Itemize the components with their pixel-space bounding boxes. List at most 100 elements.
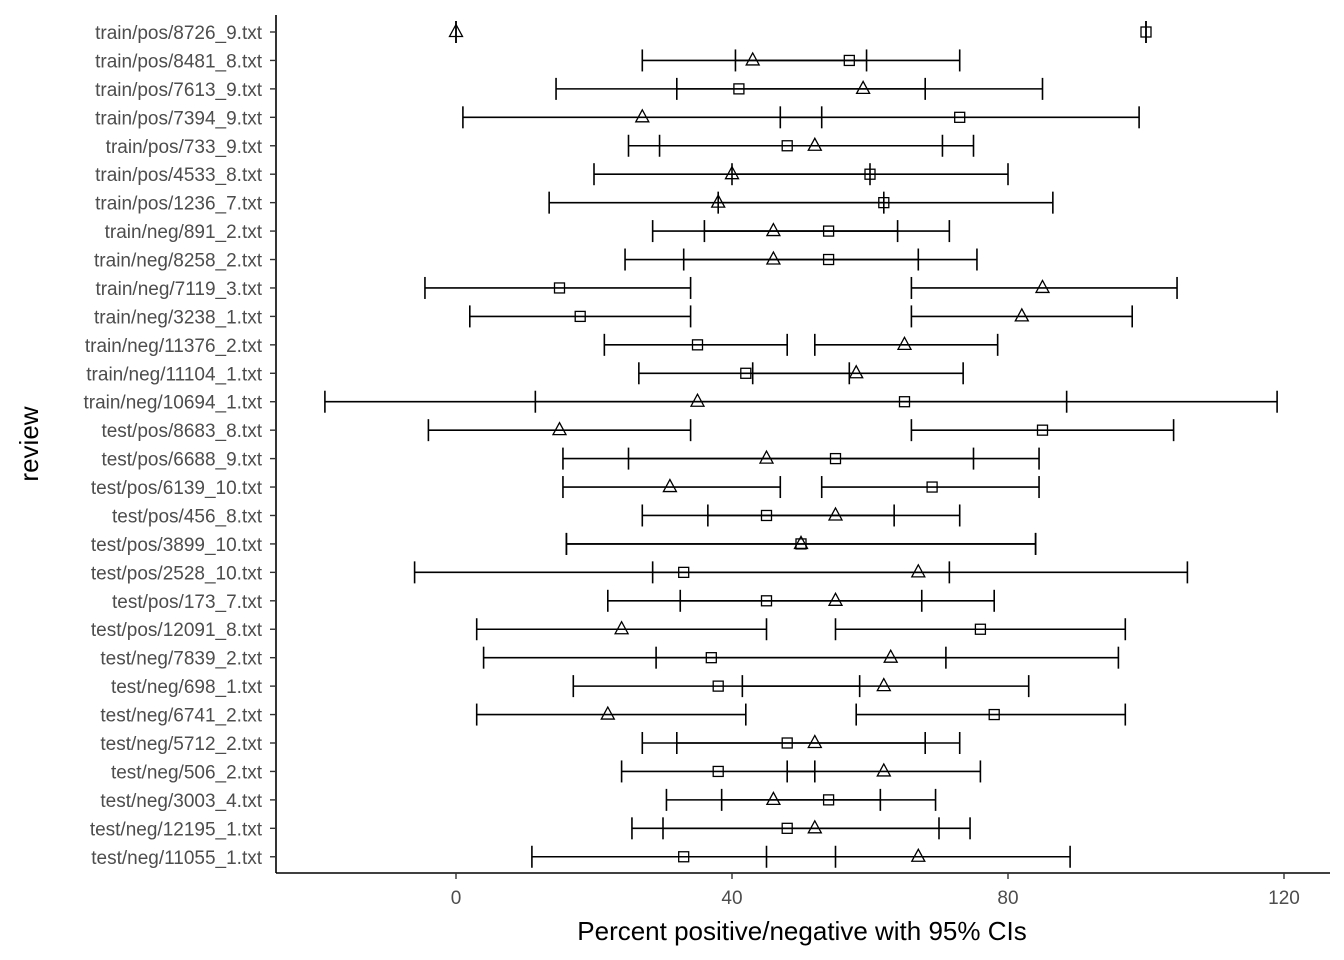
square-ci [638, 362, 851, 385]
triangle-point [827, 591, 844, 606]
triangle-ci [910, 305, 1133, 328]
square-point [926, 481, 938, 493]
square-point [705, 652, 717, 664]
square-ci [468, 305, 692, 328]
triangle-point [876, 677, 892, 692]
square-point [822, 225, 835, 237]
y-tick-labels: train/pos/8726_9.txt train/pos/8481_8.txt… [83, 23, 276, 869]
square-ci [565, 532, 1037, 555]
y-tick-label: test/pos/12091_8.txt [91, 620, 263, 641]
triangle-point [758, 449, 775, 464]
x-tick-labels: 0 40 80 120 [451, 873, 1300, 909]
triangle-point [848, 364, 864, 379]
triangle-point [910, 563, 926, 578]
y-tick-label: train/neg/10694_1.txt [83, 393, 262, 414]
y-tick-label: train/pos/8481_8.txt [95, 51, 263, 72]
square-point [898, 396, 911, 408]
square-point [781, 822, 793, 834]
y-tick-label: train/neg/11104_1.txt [86, 364, 262, 385]
square-point [574, 310, 586, 323]
error-bars-layer [324, 21, 1278, 868]
y-tick-label: test/pos/173_7.txt [112, 592, 263, 613]
triangle-point [689, 392, 706, 407]
y-tick-label: test/neg/5712_2.txt [100, 734, 262, 755]
square-point [760, 595, 773, 607]
y-tick-label: train/pos/1236_7.txt [95, 194, 263, 215]
x-tick-label: 0 [451, 888, 462, 909]
y-tick-label: test/pos/3899_10.txt [91, 535, 263, 556]
triangle-ci [562, 476, 782, 499]
y-tick-label: train/pos/4533_8.txt [95, 165, 263, 186]
square-ci [820, 476, 1040, 499]
triangle-ci [427, 419, 692, 442]
triangle-point [883, 648, 899, 663]
square-point [954, 111, 966, 123]
square-ci [555, 77, 927, 100]
x-tick-label: 40 [721, 888, 742, 909]
square-point [678, 851, 690, 863]
x-tick-label: 120 [1268, 888, 1300, 909]
square-ci [424, 276, 692, 299]
square-ci [413, 561, 951, 584]
y-tick-label: train/pos/8726_9.txt [95, 23, 263, 44]
x-tick-label: 80 [997, 888, 1018, 909]
y-tick-label: test/neg/698_1.txt [111, 677, 263, 698]
square-ci [627, 134, 944, 157]
y-tick-label: train/neg/3238_1.txt [94, 307, 263, 328]
y-tick-label: test/neg/12195_1.txt [90, 819, 263, 840]
x-axis-title: Percent positive/negative with 95% CIs [577, 916, 1026, 946]
triangle-point [551, 421, 568, 436]
triangle-point [910, 847, 926, 862]
triangle-ci [910, 276, 1178, 299]
triangle-point [765, 222, 781, 237]
triangle-point [807, 819, 823, 834]
markers-layer [448, 23, 1152, 863]
y-axis-title: review [14, 406, 44, 481]
y-tick-label: train/neg/891_2.txt [105, 222, 263, 243]
square-ci [631, 817, 940, 840]
y-tick-label: train/pos/7613_9.txt [95, 80, 263, 101]
square-ci [572, 675, 861, 698]
square-point [878, 196, 890, 209]
square-ci [531, 845, 837, 868]
square-point [733, 83, 745, 95]
square-ci [606, 589, 923, 612]
square-ci [534, 390, 1278, 413]
y-tick-label: test/neg/7839_2.txt [100, 649, 262, 670]
square-ci [703, 220, 951, 243]
square-point [1140, 26, 1152, 38]
square-point [781, 737, 793, 749]
square-ci [717, 191, 1054, 214]
square-ci [627, 447, 1040, 470]
triangle-point [765, 791, 781, 806]
square-ci [855, 703, 1127, 726]
axes-layer [275, 15, 1330, 874]
y-tick-label: test/pos/2528_10.txt [91, 563, 263, 584]
square-point [781, 140, 793, 152]
square-point [712, 765, 724, 778]
square-ci [834, 618, 1127, 641]
triangle-point [876, 762, 892, 777]
triangle-point [662, 478, 678, 493]
y-tick-label: test/pos/6688_9.txt [101, 450, 262, 471]
square-point [740, 367, 752, 379]
square-point [988, 708, 1000, 721]
triangle-point [896, 335, 913, 350]
square-ci [641, 732, 927, 754]
triangle-point [1014, 307, 1030, 322]
triangle-point [765, 250, 781, 265]
square-point [553, 282, 566, 294]
triangle-point [745, 51, 761, 66]
square-ci [720, 788, 937, 811]
square-ci [641, 504, 895, 527]
y-tick-label: train/neg/8258_2.txt [94, 251, 263, 272]
triangle-point [600, 705, 616, 720]
triangle-point [1034, 279, 1051, 294]
square-ci [682, 248, 978, 271]
triangle-point [807, 734, 823, 749]
triangle-point [855, 80, 871, 95]
y-tick-label: test/neg/11055_1.txt [91, 848, 262, 869]
y-tick-label: test/pos/456_8.txt [112, 506, 263, 527]
triangle-point [827, 506, 844, 521]
